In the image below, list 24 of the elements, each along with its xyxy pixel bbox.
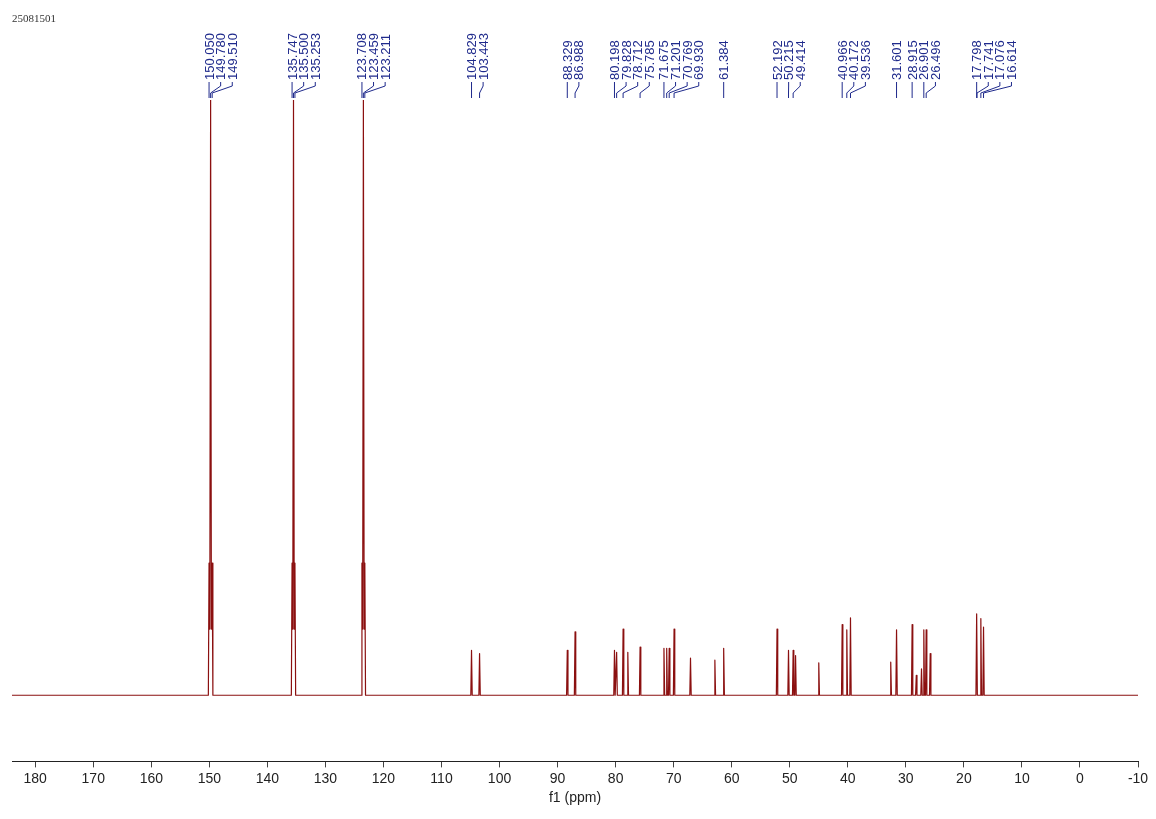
- x-tick-label: 120: [371, 769, 396, 786]
- x-tick-label: 140: [255, 769, 280, 786]
- x-tick-label: 90: [549, 769, 566, 786]
- x-tick-label: 30: [898, 769, 914, 786]
- text: 25081501: [12, 12, 56, 24]
- x-axis-title: f1 (ppm): [548, 789, 602, 806]
- x-tick-label: 170: [81, 769, 106, 786]
- x-tick-label: -10: [1127, 769, 1149, 786]
- x-tick-label: 100: [487, 769, 512, 786]
- x-tick-label: 70: [665, 769, 682, 786]
- x-tick-label: 20: [956, 769, 972, 786]
- x-tick-label: 150: [197, 769, 222, 786]
- x-tick-label: 50: [781, 769, 798, 786]
- x-tick-label: 180: [23, 769, 48, 786]
- x-tick-label: 10: [1014, 769, 1030, 786]
- x-tick-label: 60: [723, 769, 740, 786]
- annotation: 31.601: [889, 40, 905, 80]
- x-tick-label: 160: [139, 769, 164, 786]
- x-tick-label: 110: [430, 769, 453, 786]
- annotation: 61.384: [716, 40, 732, 80]
- x-tick-label: 40: [840, 769, 856, 786]
- x-tick-label: 130: [313, 769, 338, 786]
- x-tick-label: 80: [607, 769, 624, 786]
- x-tick-label: 0: [1076, 769, 1085, 786]
